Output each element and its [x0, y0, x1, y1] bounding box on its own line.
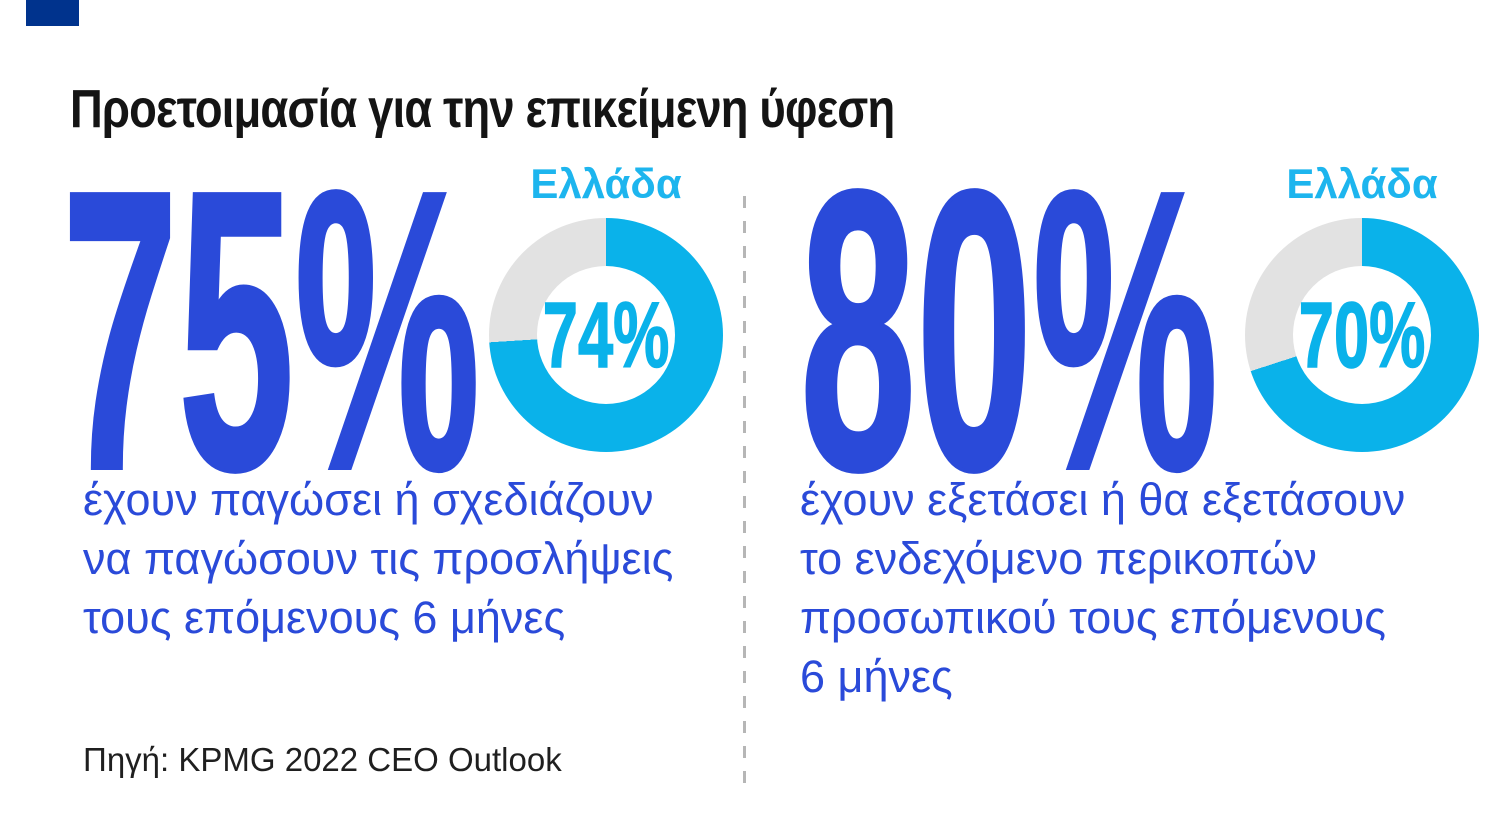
donut-country-label: Ελλάδα: [1286, 160, 1438, 207]
donut-country-label: Ελλάδα: [530, 160, 682, 207]
headline-percentage: 75%: [61, 109, 481, 553]
donut-center-value: 70%: [1298, 282, 1426, 387]
headline-percentage: 80%: [799, 109, 1219, 553]
page-title: Προετοιμασία για την επικείμενη ύφεση: [70, 79, 895, 140]
description-line: 6 μήνες: [800, 651, 953, 702]
donut-center: 70%: [1245, 218, 1479, 452]
brand-mark: [26, 0, 79, 26]
description-line: τους επόμενους 6 μήνες: [83, 592, 566, 643]
description-line: να παγώσουν τις προσλήψεις: [83, 533, 674, 584]
dashed-divider: [743, 196, 746, 784]
description-line: έχουν παγώσει ή σχεδιάζουν: [83, 474, 654, 525]
description-line: έχουν εξετάσει ή θα εξετάσουν: [800, 474, 1406, 525]
stat-description: έχουν εξετάσει ή θα εξετάσουν το ενδεχόμ…: [800, 470, 1405, 706]
source-attribution: Πηγή: KPMG 2022 CEO Outlook: [83, 741, 562, 778]
description-line: προσωπικού τους επόμενους: [800, 592, 1386, 643]
donut-chart-hiring-freeze: 74%: [489, 218, 723, 452]
donut-chart-staff-cuts: 70%: [1245, 218, 1479, 452]
donut-center-value: 74%: [542, 282, 670, 387]
description-line: το ενδεχόμενο περικοπών: [800, 533, 1317, 584]
donut-center: 74%: [489, 218, 723, 452]
stat-description: έχουν παγώσει ή σχεδιάζουν να παγώσουν τ…: [83, 470, 673, 647]
